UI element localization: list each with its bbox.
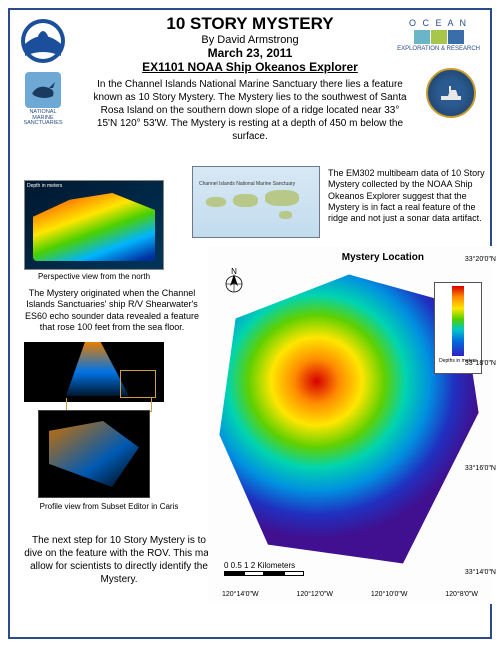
intro-text: In the Channel Islands National Marine S…	[10, 78, 490, 143]
ocean-sub: EXPLORATION & RESEARCH	[397, 46, 480, 52]
poster-frame: NATIONAL MARINE SANCTUARIES O C E A N EX…	[8, 8, 492, 639]
sonar-bottom-image	[38, 410, 150, 498]
profile-caption: Profile view from Subset Editor in Caris	[24, 502, 194, 511]
date: March 23, 2011	[120, 46, 380, 60]
perspective-view-image: Depth in meters	[24, 180, 164, 270]
next-step-text: The next step for 10 Story Mystery is to…	[24, 534, 214, 586]
okeanos-seal	[426, 68, 476, 118]
origin-text: The Mystery originated when the Channel …	[24, 288, 200, 333]
mystery-location-label: Mystery Location	[342, 252, 424, 263]
ocean-sq-3	[448, 30, 464, 44]
subtitle: EX1101 NOAA Ship Okeanos Explorer	[120, 60, 380, 74]
byline: By David Armstrong	[120, 34, 380, 46]
scale-bar	[224, 571, 304, 576]
y-axis-ticks: 33°20'0"N 33°18'0"N 33°16'0"N 33°14'0"N	[463, 256, 494, 576]
x-axis-ticks: 120°14'0"W 120°12'0"W 120°10'0"W 120°8'0…	[208, 591, 492, 598]
ocean-sq-1	[414, 30, 430, 44]
scale-text: 0 0.5 1 2 Kilometers	[224, 561, 295, 570]
depth-scale-label: Depth in meters	[27, 183, 62, 189]
ocean-text: O C E A N	[397, 18, 480, 28]
ocean-logo: O C E A N EXPLORATION & RESEARCH	[397, 18, 480, 52]
sonar-top-image	[24, 342, 164, 402]
main-bathymetry-map: Mystery Location N Depths in meters 0 0.…	[208, 246, 492, 604]
nms-label: NATIONAL MARINE SANCTUARIES	[20, 110, 66, 127]
perspective-caption: Perspective view from the north	[24, 272, 164, 281]
em302-text: The EM302 multibeam data of 10 Story Mys…	[328, 168, 486, 224]
page-title: 10 STORY MYSTERY	[120, 14, 380, 34]
nms-logo: NATIONAL MARINE SANCTUARIES	[20, 72, 66, 127]
noaa-logo	[20, 18, 66, 64]
channel-islands-map: Channel Islands National Marine Sanctuar…	[192, 166, 320, 238]
compass-icon: N	[218, 266, 250, 298]
ocean-sq-2	[431, 30, 447, 44]
